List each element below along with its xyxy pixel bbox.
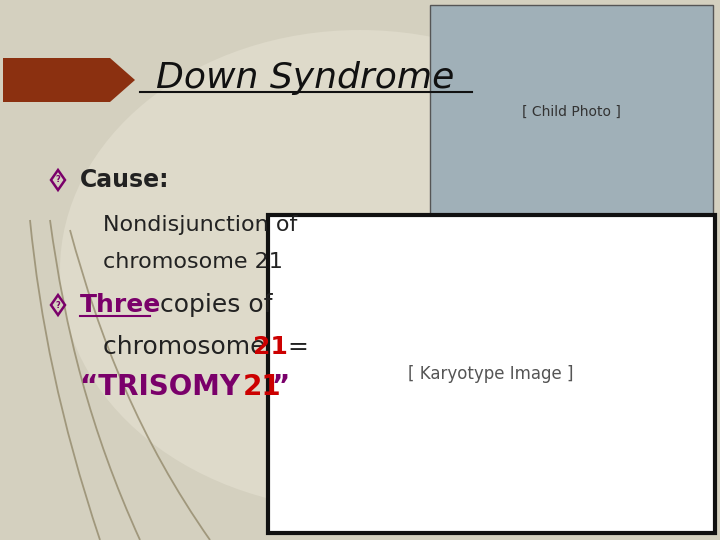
Text: Cause:: Cause:: [80, 168, 169, 192]
Text: [ Karyotype Image ]: [ Karyotype Image ]: [408, 365, 574, 383]
Text: Three: Three: [80, 293, 161, 317]
Text: [ Child Photo ]: [ Child Photo ]: [521, 105, 621, 119]
Text: 21: 21: [253, 335, 288, 359]
Text: ?: ?: [55, 300, 60, 309]
Text: =: =: [280, 335, 309, 359]
Text: chromosome 21: chromosome 21: [103, 252, 283, 272]
FancyBboxPatch shape: [268, 215, 715, 533]
Text: ”: ”: [271, 373, 289, 401]
Polygon shape: [3, 58, 135, 102]
Text: Down Syndrome: Down Syndrome: [156, 61, 454, 95]
Text: copies of: copies of: [152, 293, 272, 317]
Text: Nondisjunction of: Nondisjunction of: [103, 215, 297, 235]
Text: ?: ?: [55, 176, 60, 185]
Text: chromosome: chromosome: [103, 335, 274, 359]
Text: “TRISOMY: “TRISOMY: [80, 373, 250, 401]
Ellipse shape: [60, 30, 660, 510]
FancyBboxPatch shape: [430, 5, 713, 220]
Text: 21: 21: [243, 373, 282, 401]
